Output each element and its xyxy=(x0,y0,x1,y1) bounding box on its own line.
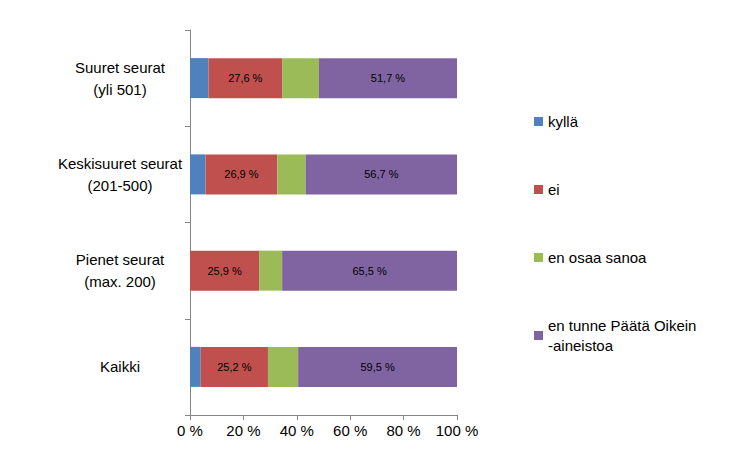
svg-text:(yli 501): (yli 501) xyxy=(93,81,146,98)
svg-text:51,7 %: 51,7 % xyxy=(371,72,405,84)
svg-text:25,2 %: 25,2 % xyxy=(217,361,251,373)
svg-text:25,9 %: 25,9 % xyxy=(207,265,241,277)
svg-text:59,5 %: 59,5 % xyxy=(360,361,394,373)
svg-text:kyllä: kyllä xyxy=(548,113,579,130)
svg-text:27,6 %: 27,6 % xyxy=(228,72,262,84)
svg-text:Pienet seurat: Pienet seurat xyxy=(76,251,165,268)
svg-text:26,9 %: 26,9 % xyxy=(224,168,258,180)
svg-text:0 %: 0 % xyxy=(177,422,203,439)
svg-text:20 %: 20 % xyxy=(226,422,260,439)
svg-text:100 %: 100 % xyxy=(436,422,479,439)
svg-text:Kaikki: Kaikki xyxy=(100,358,140,375)
svg-text:40 %: 40 % xyxy=(280,422,314,439)
svg-text:ei: ei xyxy=(548,181,560,198)
svg-text:(max. 200): (max. 200) xyxy=(84,273,156,290)
svg-text:56,7 %: 56,7 % xyxy=(364,168,398,180)
svg-text:-aineistoa: -aineistoa xyxy=(548,337,614,354)
svg-text:en tunne Päätä Oikein: en tunne Päätä Oikein xyxy=(548,317,701,334)
svg-text:Suuret seurat: Suuret seurat xyxy=(75,59,166,76)
svg-text:(201-500): (201-500) xyxy=(87,177,152,194)
svg-text:80 %: 80 % xyxy=(386,422,420,439)
svg-text:65,5 %: 65,5 % xyxy=(352,265,386,277)
svg-text:60 %: 60 % xyxy=(333,422,367,439)
svg-text:Keskisuuret seurat: Keskisuuret seurat xyxy=(58,155,183,172)
svg-text:en osaa sanoa: en osaa sanoa xyxy=(548,249,647,266)
